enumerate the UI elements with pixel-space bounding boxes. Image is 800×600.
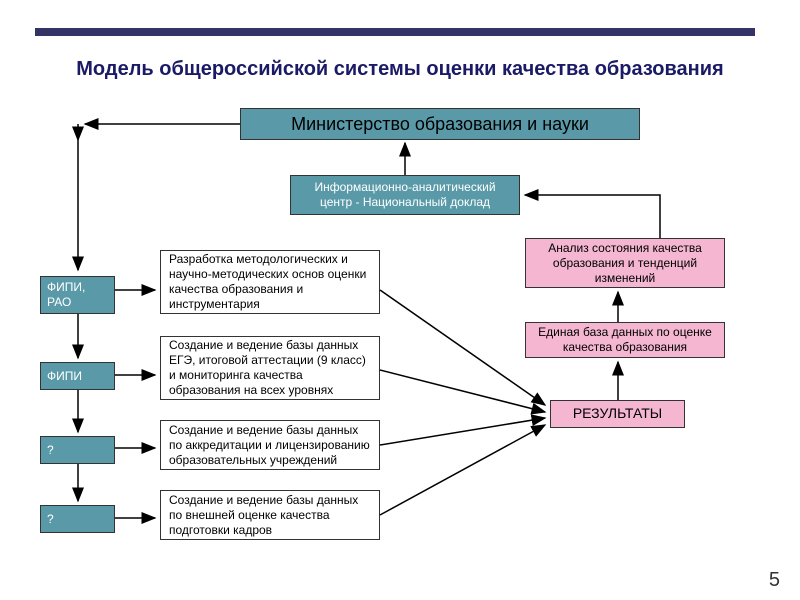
page-number: 5 [769, 569, 780, 592]
info-center-box: Информационно-аналитический центр - Наци… [290, 175, 520, 215]
mid-box-2: Создание и ведение базы данных ЕГЭ, итог… [160, 336, 380, 400]
q1-box: ? [40, 436, 115, 464]
mid-box-4: Создание и ведение базы данных по внешне… [160, 490, 380, 540]
db-box: Единая база данных по оценке качества об… [525, 322, 725, 358]
analysis-box: Анализ состояния качества образования и … [525, 238, 725, 288]
q2-box: ? [40, 505, 115, 533]
page-title: Модель общероссийской системы оценки кач… [0, 58, 800, 81]
ministry-box: Министерство образования и науки [240, 108, 640, 140]
divider-top [35, 28, 755, 36]
results-box: РЕЗУЛЬТАТЫ [550, 400, 685, 428]
mid-box-1: Разработка методологических и научно-мет… [160, 250, 380, 314]
arrows-layer [0, 0, 800, 600]
fipi-rao-box: ФИПИ, РАО [40, 276, 115, 314]
fipi-box: ФИПИ [40, 362, 115, 390]
mid-box-3: Создание и ведение базы данных по аккред… [160, 420, 380, 470]
